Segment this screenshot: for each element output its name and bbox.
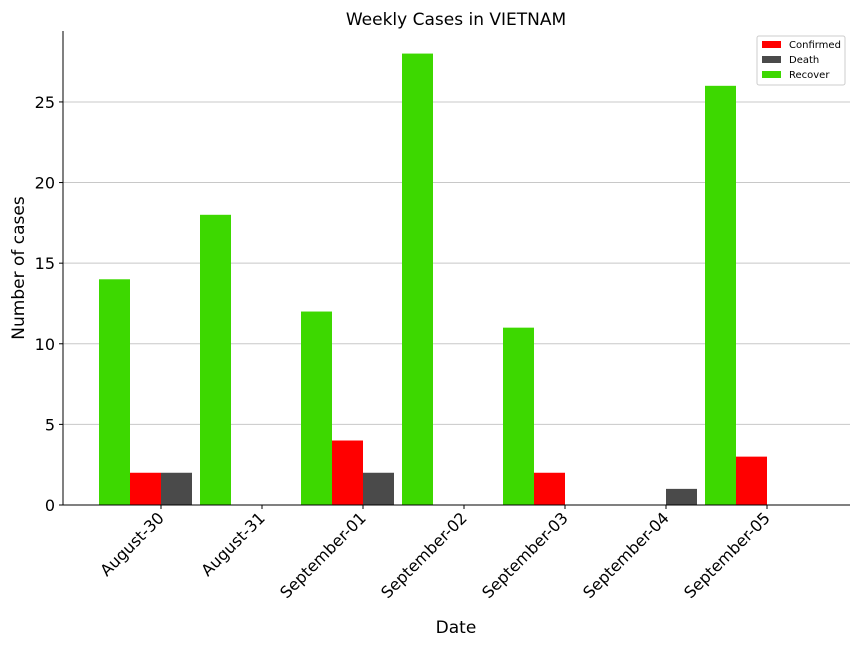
y-tick-label: 10 xyxy=(35,335,55,354)
x-tick-label: September-04 xyxy=(579,508,673,602)
x-tick-label: September-02 xyxy=(377,508,471,602)
y-ticks: 0 5 10 15 20 25 xyxy=(35,93,63,515)
bar-confirmed-september-05 xyxy=(736,456,767,505)
y-tick-label: 15 xyxy=(35,254,55,273)
bar-confirmed-august-30 xyxy=(130,472,161,505)
legend-swatch-recover xyxy=(762,71,781,78)
chart-title: Weekly Cases in VIETNAM xyxy=(346,10,566,30)
x-axis-label: Date xyxy=(436,618,477,638)
legend-label-recover: Recover xyxy=(789,70,830,81)
x-tick-label: September-05 xyxy=(680,508,774,602)
y-tick-label: 5 xyxy=(45,415,55,434)
x-tick-label: September-01 xyxy=(276,508,370,602)
legend: Confirmed Death Recover xyxy=(756,35,846,86)
legend-swatch-death xyxy=(762,56,781,63)
legend-label-confirmed: Confirmed xyxy=(789,40,841,51)
bar-death-september-04 xyxy=(666,488,697,505)
bar-death-august-30 xyxy=(161,472,192,505)
bar-recover-september-05 xyxy=(705,85,736,505)
y-tick-label: 25 xyxy=(35,93,55,112)
legend-swatch-confirmed xyxy=(762,41,781,48)
y-tick-label: 0 xyxy=(45,496,55,515)
y-tick-label: 20 xyxy=(35,174,55,193)
x-tick-label: August-30 xyxy=(96,508,168,580)
bars xyxy=(99,53,767,506)
bar-recover-august-30 xyxy=(99,279,130,505)
legend-label-death: Death xyxy=(789,55,819,66)
bar-recover-september-03 xyxy=(503,327,534,505)
bar-recover-september-02 xyxy=(402,53,433,505)
bar-confirmed-september-03 xyxy=(534,472,565,505)
bar-recover-september-01 xyxy=(301,311,332,505)
bar-death-september-01 xyxy=(363,472,394,505)
x-tick-label: August-31 xyxy=(197,508,269,580)
bar-recover-august-31 xyxy=(200,214,231,506)
bar-confirmed-september-01 xyxy=(332,440,363,505)
y-axis-label: Number of cases xyxy=(9,196,29,340)
x-tick-label: September-03 xyxy=(478,508,572,602)
x-ticks: August-30 August-31 September-01 September-… xyxy=(96,505,774,602)
